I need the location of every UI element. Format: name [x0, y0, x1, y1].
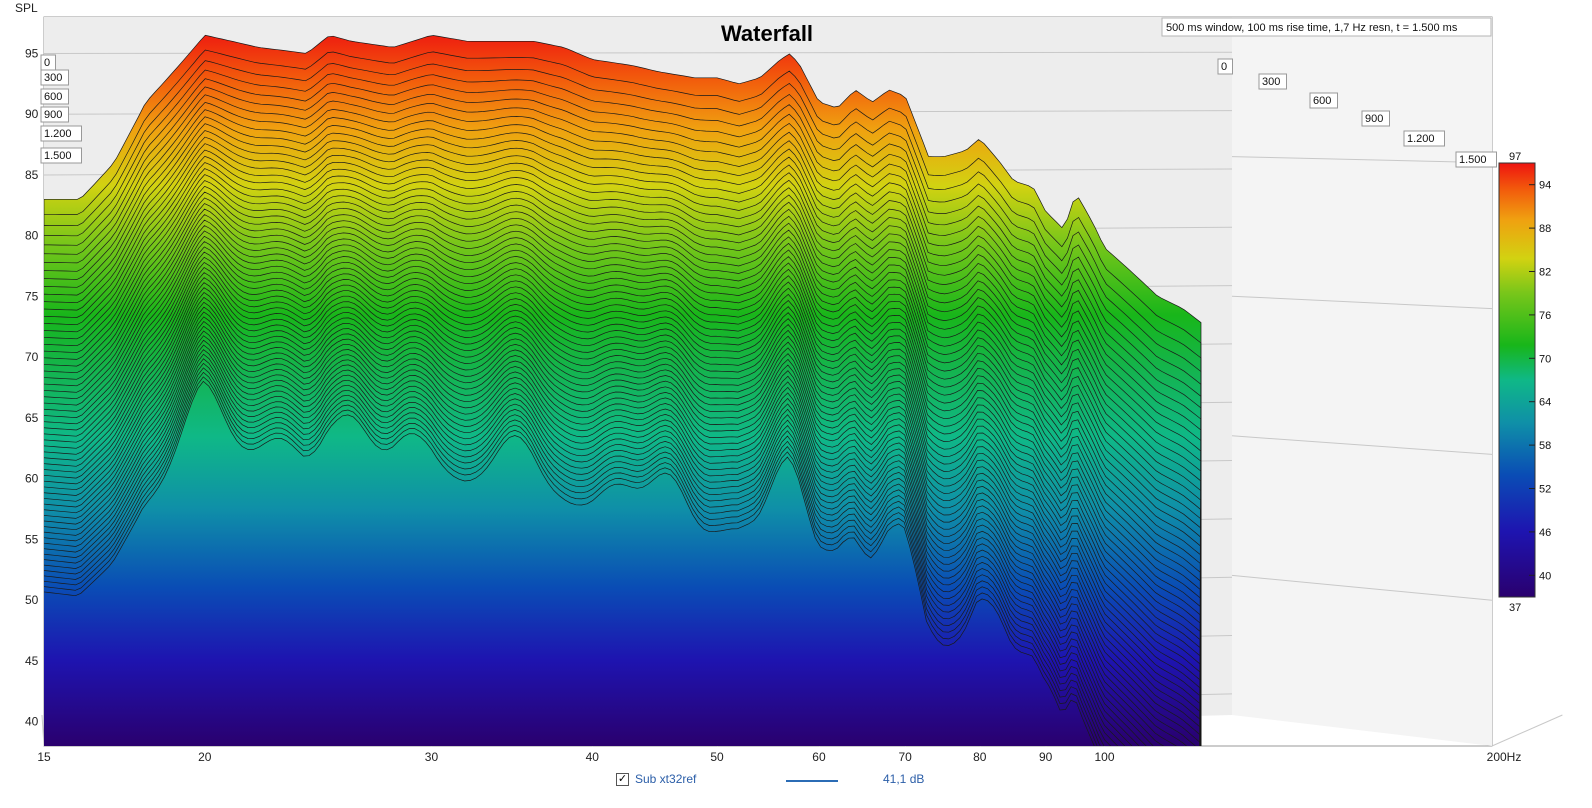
- svg-text:600: 600: [1313, 95, 1331, 107]
- side-wall: [1232, 17, 1492, 746]
- x-tick-label: 80: [973, 750, 987, 764]
- colorbar-tick-label: 46: [1539, 527, 1551, 539]
- y-tick-label: 65: [25, 411, 39, 425]
- y-tick-label: 60: [25, 472, 39, 486]
- y-tick-label: 75: [25, 289, 39, 303]
- y-tick-label: 55: [25, 532, 39, 546]
- x-tick-label: 40: [586, 750, 600, 764]
- waterfall-slice: [44, 380, 1095, 746]
- x-tick-label: 70: [898, 750, 912, 764]
- x-tick-label: 30: [425, 750, 439, 764]
- x-tick-label: 50: [710, 750, 724, 764]
- y-tick-label: 50: [25, 593, 39, 607]
- series-line-swatch: [786, 780, 838, 782]
- svg-text:1.500: 1.500: [44, 150, 72, 162]
- colorbar-top-label: 97: [1509, 151, 1521, 163]
- colorbar-tick-label: 88: [1539, 223, 1551, 235]
- grid-line: [41, 714, 45, 747]
- svg-text:0: 0: [44, 57, 50, 69]
- colorbar: [1498, 162, 1536, 598]
- y-axis-label: SPL: [15, 1, 38, 15]
- x-tick-label: 200Hz: [1487, 750, 1522, 764]
- svg-text:600: 600: [44, 91, 62, 103]
- time-label-right: 0: [1217, 58, 1233, 75]
- grid-line: [1231, 435, 1493, 455]
- time-label-left: 1.500: [40, 147, 82, 164]
- series-name[interactable]: Sub xt32ref: [635, 772, 697, 786]
- time-label-left: 300: [40, 69, 69, 86]
- svg-text:900: 900: [44, 109, 62, 121]
- x-tick-label: 90: [1039, 750, 1053, 764]
- time-label-left: 0: [40, 54, 56, 71]
- time-label-right: 300: [1258, 73, 1287, 90]
- colorbar-tick-label: 82: [1539, 267, 1551, 279]
- colorbar-tick-label: 94: [1539, 180, 1551, 192]
- info-box: [1161, 17, 1492, 37]
- svg-text:300: 300: [1262, 76, 1280, 88]
- time-label-right: 1.200: [1403, 130, 1445, 147]
- svg-text:1.200: 1.200: [44, 128, 72, 140]
- x-tick-label: 15: [37, 750, 51, 764]
- series-checkbox[interactable]: ✓: [616, 773, 629, 786]
- grid-line: [1491, 714, 1563, 747]
- y-tick-label: 45: [25, 654, 39, 668]
- grid-line: [1231, 295, 1493, 310]
- chart-title: Waterfall: [721, 21, 813, 46]
- grid-line: [1231, 156, 1493, 164]
- time-label-left: 900: [40, 106, 69, 123]
- time-label-left: 600: [40, 88, 69, 105]
- legend: ✓ Sub xt32ref 41,1 dB: [616, 772, 946, 790]
- y-tick-label: 40: [25, 715, 39, 729]
- svg-text:300: 300: [44, 72, 62, 84]
- colorbar-tick-label: 70: [1539, 353, 1551, 365]
- y-tick-label: 85: [25, 168, 39, 182]
- colorbar-tick-label: 40: [1539, 570, 1551, 582]
- time-label-right: 600: [1309, 92, 1338, 109]
- info-text: 500 ms window, 100 ms rise time, 1,7 Hz …: [1166, 22, 1458, 34]
- x-tick-label: 60: [812, 750, 826, 764]
- y-tick-label: 70: [25, 350, 39, 364]
- series-level: 41,1 dB: [883, 772, 925, 786]
- svg-text:1.200: 1.200: [1407, 133, 1435, 145]
- y-tick-label: 90: [25, 107, 39, 121]
- y-tick-label: 95: [25, 46, 39, 60]
- y-tick-label: 80: [25, 229, 39, 243]
- time-label-left: 1.200: [40, 125, 82, 142]
- svg-text:900: 900: [1365, 113, 1383, 125]
- colorbar-bottom-label: 37: [1509, 602, 1521, 614]
- colorbar-tick-label: 76: [1539, 310, 1551, 322]
- time-label-right: 900: [1361, 110, 1390, 127]
- svg-text:1.500: 1.500: [1459, 154, 1487, 166]
- x-tick-label: 20: [198, 750, 212, 764]
- colorbar-tick-label: 58: [1539, 440, 1551, 452]
- svg-text:0: 0: [1221, 61, 1227, 73]
- grid-line: [1231, 574, 1493, 601]
- colorbar-tick-label: 64: [1539, 397, 1551, 409]
- colorbar-tick-label: 52: [1539, 484, 1551, 496]
- x-tick-label: 100: [1095, 750, 1115, 764]
- time-label-right: 1.500: [1455, 151, 1497, 168]
